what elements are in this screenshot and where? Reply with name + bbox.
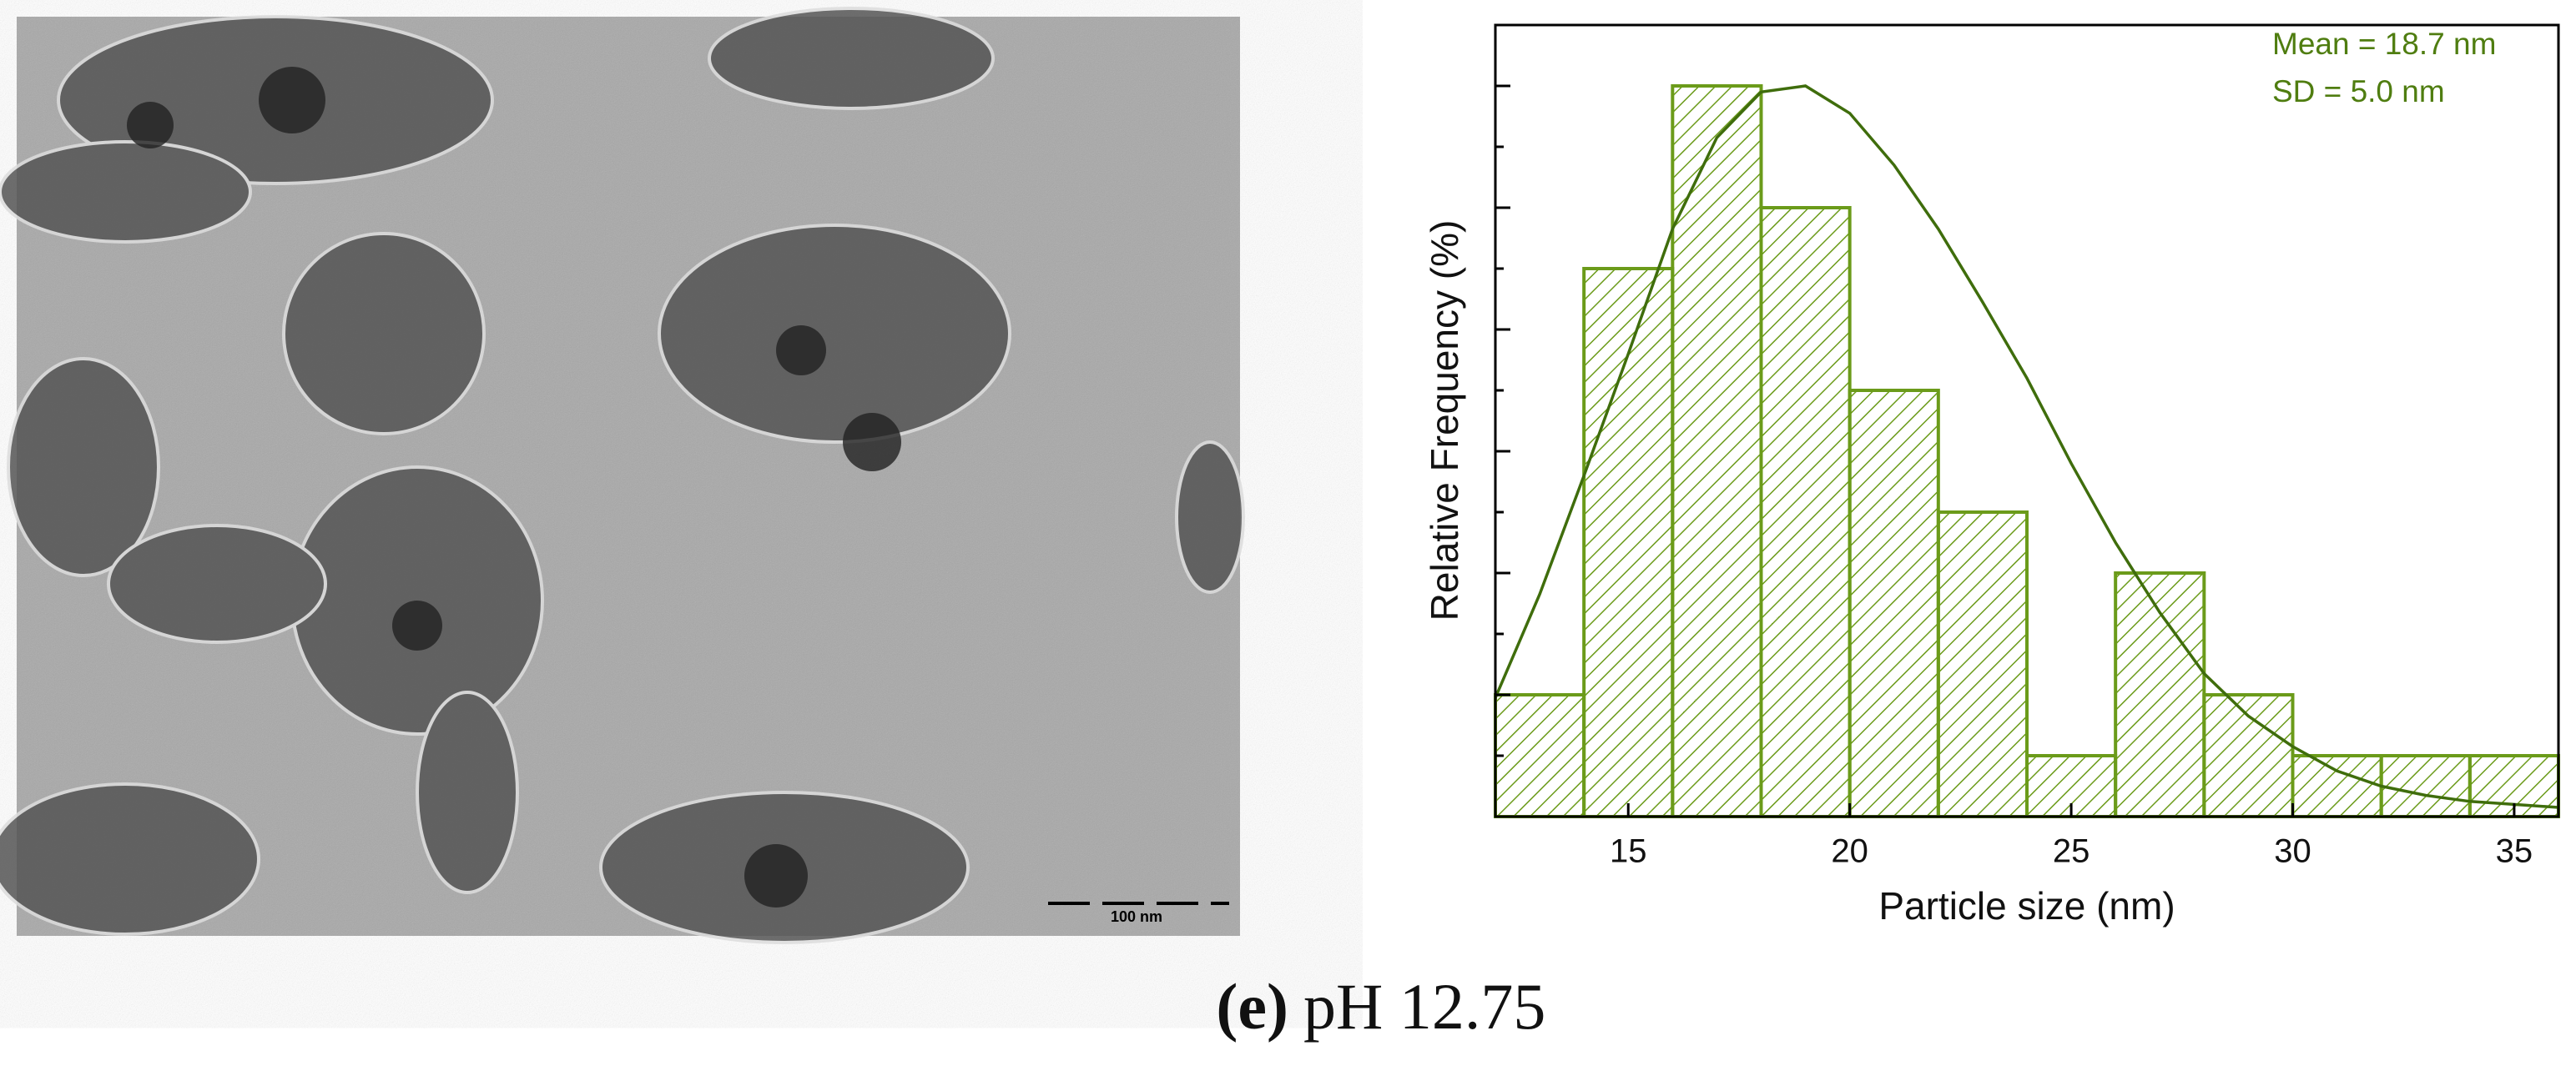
particle-cluster xyxy=(282,232,486,435)
caption-text: pH 12.75 xyxy=(1303,970,1545,1043)
particle xyxy=(776,325,826,375)
annotation: Mean = 18.7 nm xyxy=(2272,27,2496,61)
x-tick-label: 25 xyxy=(2053,833,2090,870)
bar xyxy=(2202,693,2295,818)
particle-cluster xyxy=(1175,440,1245,594)
caption-label: (e) xyxy=(1216,970,1288,1043)
scale-bar-label: 100 nm xyxy=(1111,908,1162,925)
tem-image: 100 nm xyxy=(0,7,1245,944)
bar xyxy=(2379,754,2472,818)
particle-cluster xyxy=(0,140,252,244)
x-axis-title: Particle size (nm) xyxy=(1878,884,2175,928)
y-axis-title: Relative Frequency (%) xyxy=(1423,220,1466,621)
fit-curve xyxy=(1494,84,2559,809)
particle xyxy=(744,844,808,908)
particle-cluster xyxy=(7,357,160,577)
x-tick-label: 30 xyxy=(2274,833,2311,870)
histogram-chart: 15 20 25 30 35 Particle size (nm) Relative Fre… xyxy=(1423,23,2560,928)
particle-cluster xyxy=(416,691,519,894)
x-tick-label: 35 xyxy=(2496,833,2533,870)
dark-particles xyxy=(127,67,901,908)
bar xyxy=(1936,510,2029,818)
particle xyxy=(843,413,901,471)
particle-cluster xyxy=(708,7,995,110)
bar xyxy=(1848,389,1940,818)
particle xyxy=(127,102,174,148)
x-tick-label: 20 xyxy=(1831,833,1868,870)
particle-cluster xyxy=(0,782,260,936)
x-tick-label: 15 xyxy=(1610,833,1647,870)
particle xyxy=(259,67,325,133)
particle-cluster xyxy=(658,224,1011,444)
bar xyxy=(1759,206,1852,818)
particle xyxy=(392,601,442,651)
bar xyxy=(2291,754,2383,818)
annotation: SD = 5.0 nm xyxy=(2272,74,2445,108)
particles xyxy=(0,7,1245,944)
bar xyxy=(1671,84,1763,818)
bar xyxy=(2114,571,2206,818)
bar xyxy=(1494,693,1586,818)
plot-frame xyxy=(1494,23,2560,818)
particle-cluster xyxy=(107,524,327,644)
